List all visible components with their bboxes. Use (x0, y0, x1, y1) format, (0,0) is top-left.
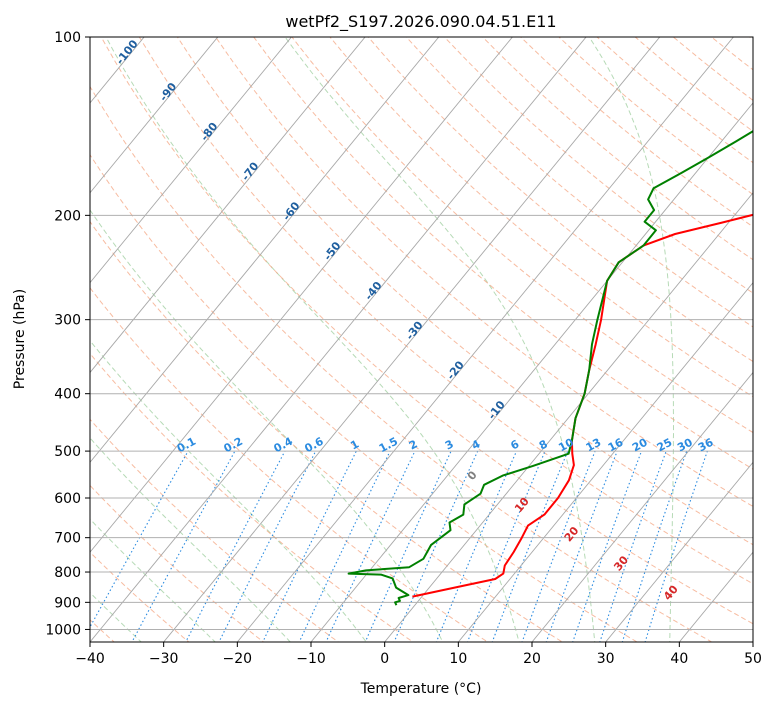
x-axis-title: Temperature (°C) (360, 681, 482, 697)
dry-adiabat-line (90, 551, 190, 642)
y-tick-label: 800 (54, 565, 81, 581)
isobar-gridlines (90, 37, 753, 630)
y-tick-label: 500 (54, 444, 81, 460)
isotherm-line (384, 192, 753, 642)
x-axis-ticks: −40 −30 −20 −10 0 10 20 30 40 50 (75, 642, 762, 667)
isotherm-line (310, 102, 753, 642)
dry-adiabat-line (329, 37, 753, 398)
dry-adiabat-line (90, 352, 414, 642)
isotherm-line (90, 37, 293, 284)
x-tick-label: −30 (149, 651, 179, 667)
chart-title: wetPf2_S197.2026.090.04.51.E11 (285, 12, 556, 32)
isotherm-line (90, 37, 587, 642)
x-tick-label: 30 (597, 651, 615, 667)
isotherm-line (457, 281, 753, 642)
profile-series (347, 130, 753, 606)
skewed-isotherms (90, 37, 753, 642)
y-tick-label: 600 (54, 491, 81, 507)
plot-area: -100-90-80-70-60-50-40-30-20-10 01020304… (90, 37, 753, 642)
y-tick-label: 400 (54, 387, 81, 403)
x-tick-label: 40 (670, 651, 688, 667)
mixing-ratio-label: 10 (556, 436, 576, 455)
x-tick-label: 20 (523, 651, 541, 667)
mixing-ratio-label: 36 (696, 436, 716, 455)
y-tick-label: 1000 (45, 622, 81, 638)
isotherm-line (531, 371, 753, 642)
mixing-ratio-label: 16 (606, 436, 626, 455)
x-tick-label: 10 (449, 651, 467, 667)
x-tick-label: −10 (296, 651, 326, 667)
y-tick-label: 100 (54, 30, 81, 46)
isotherm-line (236, 37, 735, 642)
x-tick-label: −40 (75, 651, 105, 667)
y-axis-title: Pressure (hPa) (12, 289, 28, 389)
y-axis-ticks: 1000 900 800 700 600 500 400 300 200 100 (45, 30, 90, 638)
dry-adiabat-line (215, 37, 753, 508)
moist-adiabat-line (284, 37, 596, 642)
isotherm-line (90, 37, 219, 194)
moist-adiabat-line (90, 209, 444, 642)
dry-adiabat-line (176, 37, 753, 546)
isotherm-line (605, 461, 753, 642)
mixing-ratio-label: 25 (655, 436, 675, 455)
moist-adiabat-line (105, 37, 520, 642)
isotherm-line (90, 37, 366, 374)
isotherm-line (163, 37, 661, 642)
dry-adiabat-line (367, 37, 753, 363)
dewpoint-profile-line (347, 130, 753, 606)
y-tick-label: 900 (54, 595, 81, 611)
mixing-ratio-label: 20 (630, 436, 650, 455)
y-tick-label: 700 (54, 531, 81, 547)
mixing-ratio-label: 13 (584, 436, 604, 455)
x-tick-label: 0 (380, 651, 389, 667)
x-tick-label: 50 (744, 651, 762, 667)
mixing-ratio-label: 30 (675, 436, 695, 455)
isotherm-line (90, 37, 440, 464)
x-tick-label: −20 (223, 651, 253, 667)
moist-adiabat-line (90, 518, 216, 642)
plot-frame (89, 36, 754, 643)
y-tick-label: 200 (54, 208, 81, 224)
dry-adiabat-line (291, 37, 753, 434)
y-tick-label: 300 (54, 313, 81, 329)
isotherm-line (90, 37, 514, 553)
